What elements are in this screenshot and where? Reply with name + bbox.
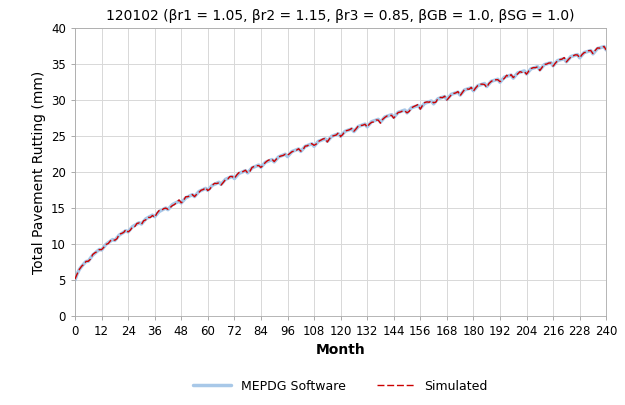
Y-axis label: Total Pavement Rutting (mm): Total Pavement Rutting (mm) [31, 70, 46, 274]
MEPDG Software [272, 157, 280, 162]
Line: Simulated: Simulated [75, 47, 606, 279]
MEPDG Software [499, 77, 506, 82]
Simulated [600, 44, 608, 49]
Line: MEPDG Software: MEPDG Software [75, 47, 606, 280]
MEPDG Software [600, 44, 608, 49]
Simulated [71, 277, 79, 281]
MEPDG Software [463, 87, 471, 92]
Simulated [463, 87, 471, 92]
Legend: MEPDG Software, Simulated: MEPDG Software, Simulated [193, 379, 488, 393]
X-axis label: Month: Month [316, 343, 366, 358]
Simulated [374, 118, 382, 123]
Simulated [596, 46, 603, 51]
Simulated [131, 224, 139, 229]
Simulated [602, 47, 610, 52]
Simulated [499, 78, 506, 83]
Simulated [272, 157, 280, 162]
Title: 120102 (βr1 = 1.05, βr2 = 1.15, βr3 = 0.85, βGB = 1.0, βSG = 1.0): 120102 (βr1 = 1.05, βr2 = 1.15, βr3 = 0.… [106, 9, 575, 23]
MEPDG Software [131, 223, 139, 228]
MEPDG Software [602, 47, 610, 52]
MEPDG Software [71, 277, 79, 282]
MEPDG Software [596, 45, 603, 50]
MEPDG Software [374, 117, 382, 122]
